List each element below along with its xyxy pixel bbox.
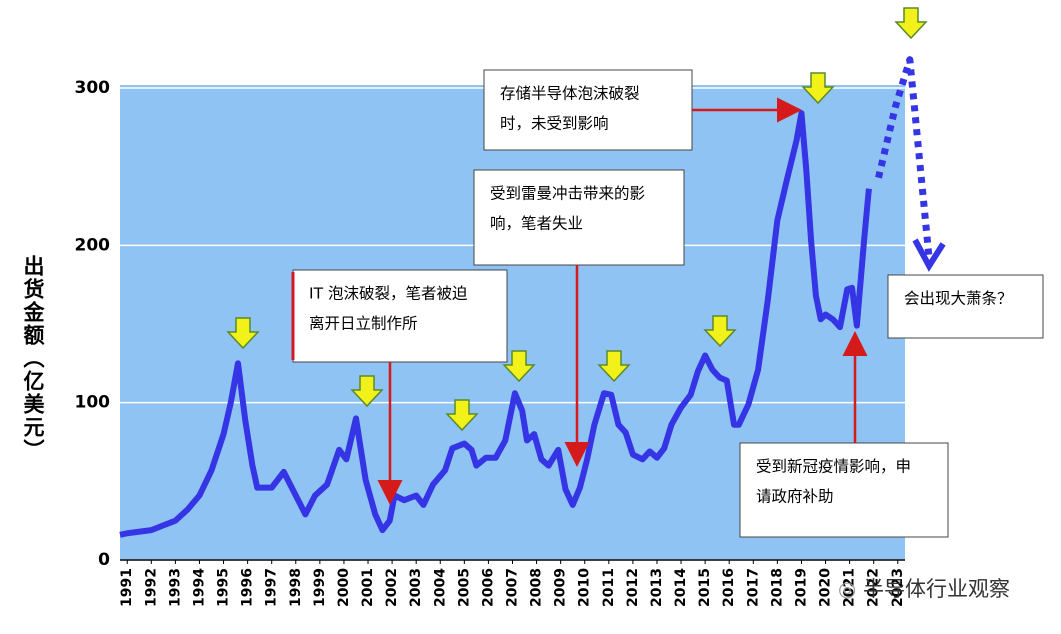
x-tick-label: 2003: [408, 568, 424, 607]
peak-arrow: [502, 350, 536, 383]
watermark-text: 半导体行业观察: [863, 577, 1010, 601]
annotation-box: [292, 269, 508, 363]
peak-arrow: [894, 7, 928, 40]
annotation-text: 请政府补助: [756, 488, 834, 506]
x-tick-label: 2005: [456, 568, 472, 607]
annotation-text: 受到雷曼冲击带来的影: [490, 185, 645, 203]
x-tick-label: 2017: [745, 568, 761, 607]
x-tick-label: 2013: [649, 568, 665, 607]
peak-arrow: [226, 317, 260, 350]
annotation-text: 存储半导体泡沫破裂: [500, 85, 640, 103]
x-tick-label: 2020: [818, 568, 834, 607]
x-tick-label: 2021: [842, 568, 858, 607]
x-tick-label: 1996: [240, 568, 256, 607]
x-tick-label: 2014: [673, 568, 689, 607]
x-tick-label: 2006: [480, 568, 496, 607]
annotation-text: IT 泡沫破裂，笔者被迫: [309, 285, 468, 303]
peak-arrow: [350, 375, 384, 408]
x-tick-label: 2016: [721, 568, 737, 607]
x-tick-label: 2018: [769, 568, 785, 607]
peak-arrow: [703, 315, 737, 348]
x-tick-label: 1998: [288, 568, 304, 607]
annotation-text: 离开日立制作所: [309, 315, 418, 333]
y-tick-label: 100: [75, 393, 111, 413]
x-tick-label: 1997: [264, 568, 280, 607]
peak-arrow: [597, 350, 631, 383]
annotation-box: [739, 442, 949, 538]
annotation-text: 时，未受到影响: [500, 115, 609, 133]
x-tick-label: 2008: [529, 568, 545, 607]
watermark: ◎ 半导体行业观察: [838, 573, 1010, 603]
x-tick-label: 1992: [143, 568, 159, 607]
x-tick-label: 2019: [793, 568, 809, 607]
x-tick-label: 1993: [167, 568, 183, 607]
forecast-line: [875, 56, 933, 259]
x-tick-label: 2010: [577, 568, 593, 607]
x-tick-label: 2001: [360, 568, 376, 607]
x-tick-label: 2011: [601, 568, 617, 607]
annotation-text: 会出现大萧条？: [904, 290, 1013, 308]
annotation-box: [473, 169, 685, 266]
annotation-box: [483, 69, 693, 151]
forecast-arrowhead: [912, 238, 946, 272]
data-line: [119, 110, 872, 538]
annotation-text: 响，笔者失业: [490, 215, 583, 233]
y-tick-label: 200: [75, 235, 111, 255]
x-tick-label: 2022: [866, 568, 882, 607]
x-tick-label: 2012: [625, 568, 641, 607]
x-tick-label: 2002: [384, 568, 400, 607]
x-tick-label: 1991: [119, 568, 135, 607]
annotation-box: [887, 274, 1044, 339]
peak-arrow: [801, 72, 835, 105]
x-tick-label: 1995: [216, 568, 232, 607]
y-axis-label: 出货金额（亿美元）: [21, 255, 45, 462]
x-tick-label: 2009: [553, 568, 569, 607]
x-tick-label: 2015: [697, 568, 713, 607]
watermark-icon: ◎: [838, 577, 863, 601]
annotation-text: 受到新冠疫情影响，申: [756, 458, 911, 476]
y-tick-label: 0: [98, 550, 110, 570]
x-tick-label: 1994: [191, 568, 207, 607]
x-tick-label: 2023: [890, 568, 906, 607]
y-tick-label: 300: [75, 78, 111, 98]
peak-arrow: [445, 399, 479, 432]
x-tick-label: 2007: [505, 568, 521, 607]
x-tick-label: 2004: [432, 568, 448, 607]
x-tick-label: 1999: [312, 568, 328, 607]
x-tick-label: 2000: [336, 568, 352, 607]
